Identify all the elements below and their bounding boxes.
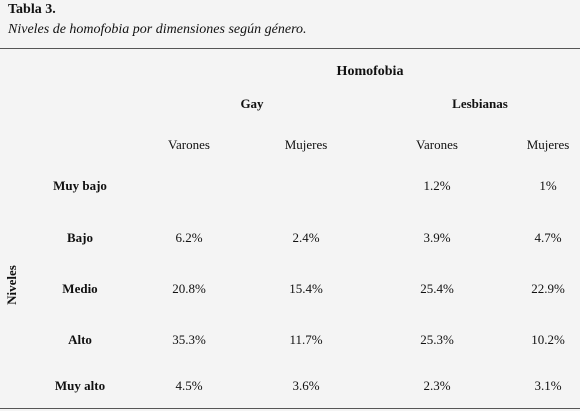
cell: 35.3% — [172, 332, 206, 347]
cell: 4.5% — [175, 378, 203, 393]
row-label: Muy bajo — [53, 178, 107, 193]
column-header: Mujeres — [526, 137, 570, 152]
cell: 20.8% — [172, 281, 206, 296]
cell: 15.4% — [289, 281, 323, 296]
cell: 2.4% — [292, 230, 320, 245]
cell: 11.7% — [289, 332, 323, 347]
subgroup-header: Lesbianas — [452, 96, 508, 111]
table-title: Tabla 3. — [8, 2, 56, 17]
cell: 25.4% — [420, 281, 454, 296]
cell: 1.2% — [423, 178, 451, 193]
group-header: Homofobia — [336, 64, 404, 79]
column-header: Mujeres — [284, 137, 328, 152]
row-label: Bajo — [67, 230, 93, 245]
bottom-rule — [0, 408, 580, 409]
cell: 1% — [539, 178, 557, 193]
cell: 6.2% — [175, 230, 203, 245]
column-header: Varones — [416, 137, 458, 152]
cell: 3.6% — [292, 378, 320, 393]
side-label: Niveles — [4, 265, 19, 305]
cell: 10.2% — [531, 332, 565, 347]
table-caption: Niveles de homofobia por dimensiones seg… — [8, 22, 307, 37]
row-label: Medio — [62, 281, 98, 296]
cell: 25.3% — [420, 332, 454, 347]
row-label: Alto — [68, 332, 92, 347]
cell: 3.9% — [423, 230, 451, 245]
cell: 22.9% — [531, 281, 565, 296]
column-header: Varones — [168, 137, 210, 152]
cell: 4.7% — [534, 230, 562, 245]
cell: 3.1% — [534, 378, 562, 393]
top-rule — [0, 48, 580, 49]
row-label: Muy alto — [54, 378, 106, 393]
subgroup-header: Gay — [240, 96, 264, 111]
cell: 2.3% — [423, 378, 451, 393]
